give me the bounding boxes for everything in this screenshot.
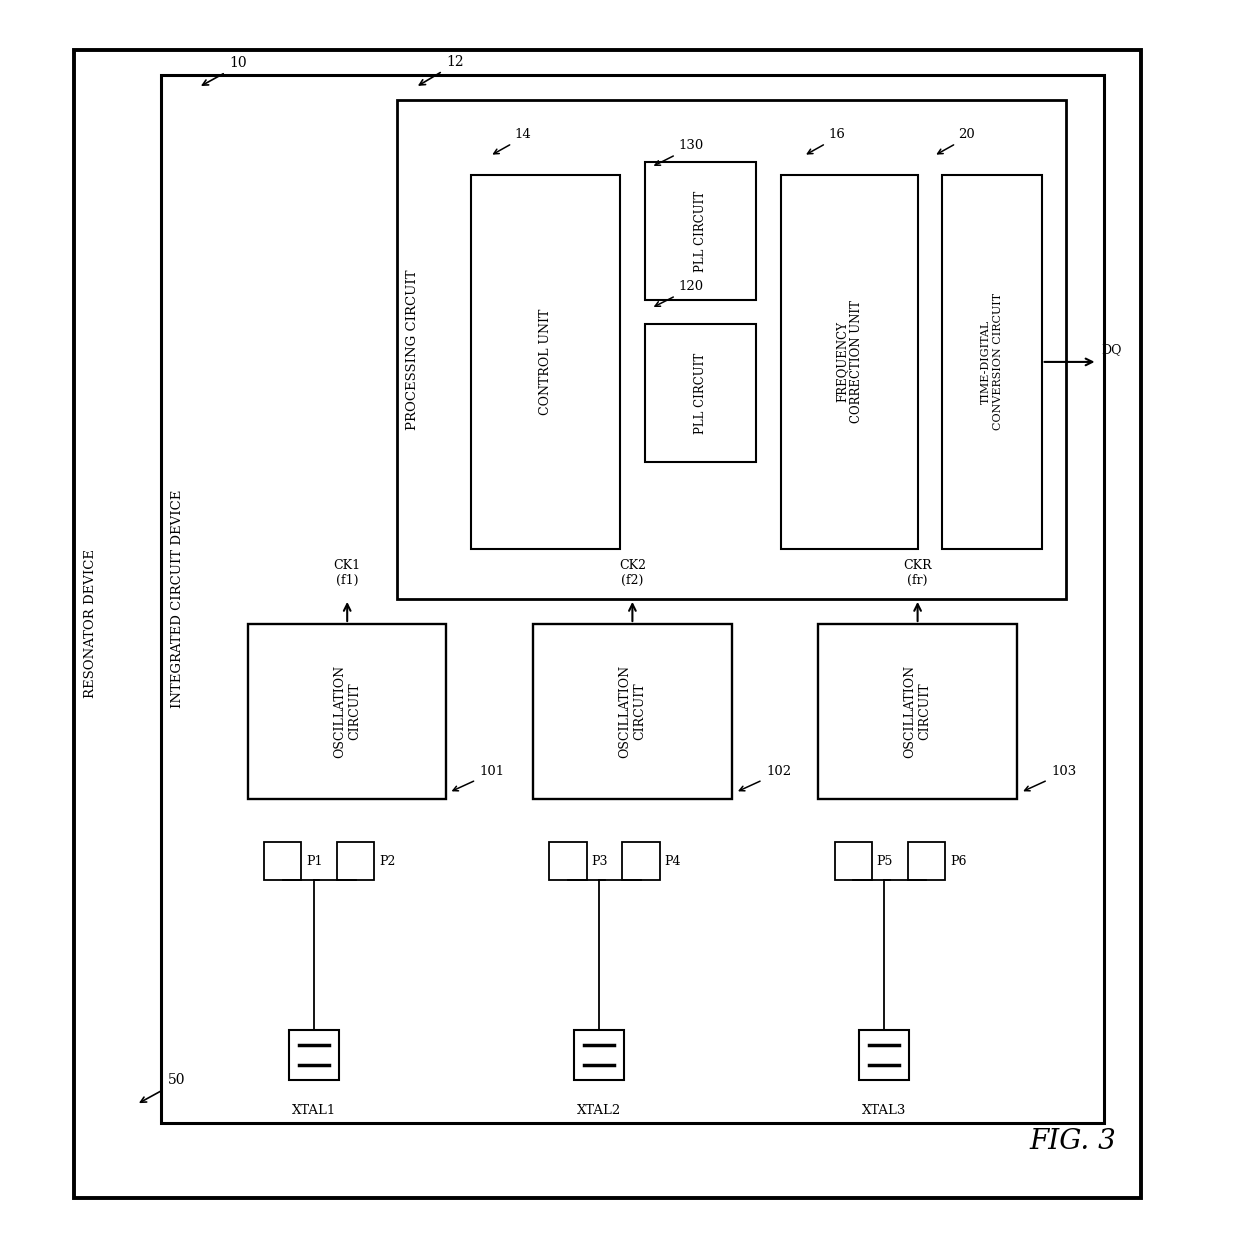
Text: CK2
(f2): CK2 (f2) xyxy=(619,559,646,587)
Bar xyxy=(248,624,446,799)
Text: RESONATOR DEVICE: RESONATOR DEVICE xyxy=(84,549,97,699)
Text: 50: 50 xyxy=(167,1073,185,1087)
Text: P6: P6 xyxy=(950,855,966,867)
Text: P5: P5 xyxy=(877,855,893,867)
Text: 10: 10 xyxy=(229,56,247,70)
Text: 20: 20 xyxy=(959,129,976,141)
Text: XTAL2: XTAL2 xyxy=(577,1104,621,1117)
Bar xyxy=(835,842,872,880)
Text: FIG. 3: FIG. 3 xyxy=(1029,1128,1116,1156)
Text: P2: P2 xyxy=(379,855,396,867)
Text: XTAL1: XTAL1 xyxy=(291,1104,336,1117)
Bar xyxy=(533,624,732,799)
Text: CONTROL UNIT: CONTROL UNIT xyxy=(539,308,552,416)
Text: 130: 130 xyxy=(678,140,703,152)
Text: FREQUENCY
CORRECTION UNIT: FREQUENCY CORRECTION UNIT xyxy=(836,301,863,423)
Text: CK1
(f1): CK1 (f1) xyxy=(334,559,361,587)
Text: DQ: DQ xyxy=(1101,343,1122,356)
Bar xyxy=(289,1030,339,1080)
Text: OSCILLATION
CIRCUIT: OSCILLATION CIRCUIT xyxy=(334,665,361,758)
Text: TIME-DIGITAL
CONVERSION CIRCUIT: TIME-DIGITAL CONVERSION CIRCUIT xyxy=(981,293,1003,431)
Text: PROCESSING CIRCUIT: PROCESSING CIRCUIT xyxy=(407,270,419,429)
Bar xyxy=(859,1030,909,1080)
Text: 101: 101 xyxy=(480,765,505,778)
Text: PLL CIRCUIT: PLL CIRCUIT xyxy=(694,352,707,434)
Bar xyxy=(942,175,1042,549)
Text: P1: P1 xyxy=(306,855,322,867)
Text: 102: 102 xyxy=(766,765,791,778)
Bar xyxy=(781,175,918,549)
Bar xyxy=(818,624,1017,799)
Text: P4: P4 xyxy=(665,855,681,867)
Bar xyxy=(397,100,1066,599)
Bar xyxy=(549,842,587,880)
Text: 14: 14 xyxy=(515,129,532,141)
Text: 12: 12 xyxy=(446,55,464,69)
Text: OSCILLATION
CIRCUIT: OSCILLATION CIRCUIT xyxy=(904,665,931,758)
Text: OSCILLATION
CIRCUIT: OSCILLATION CIRCUIT xyxy=(619,665,646,758)
Text: CKR
(fr): CKR (fr) xyxy=(903,559,932,587)
Bar xyxy=(74,50,1141,1198)
Text: 103: 103 xyxy=(1052,765,1076,778)
Text: XTAL3: XTAL3 xyxy=(862,1104,906,1117)
Bar xyxy=(622,842,660,880)
Bar xyxy=(337,842,374,880)
Text: 120: 120 xyxy=(678,281,703,293)
Text: 16: 16 xyxy=(828,129,846,141)
Bar xyxy=(645,324,756,462)
Bar xyxy=(908,842,945,880)
Bar xyxy=(645,162,756,300)
Bar xyxy=(161,75,1104,1123)
Bar xyxy=(264,842,301,880)
Bar xyxy=(574,1030,624,1080)
Text: P3: P3 xyxy=(591,855,608,867)
Text: INTEGRATED CIRCUIT DEVICE: INTEGRATED CIRCUIT DEVICE xyxy=(171,490,184,708)
Text: PLL CIRCUIT: PLL CIRCUIT xyxy=(694,190,707,272)
Bar xyxy=(471,175,620,549)
